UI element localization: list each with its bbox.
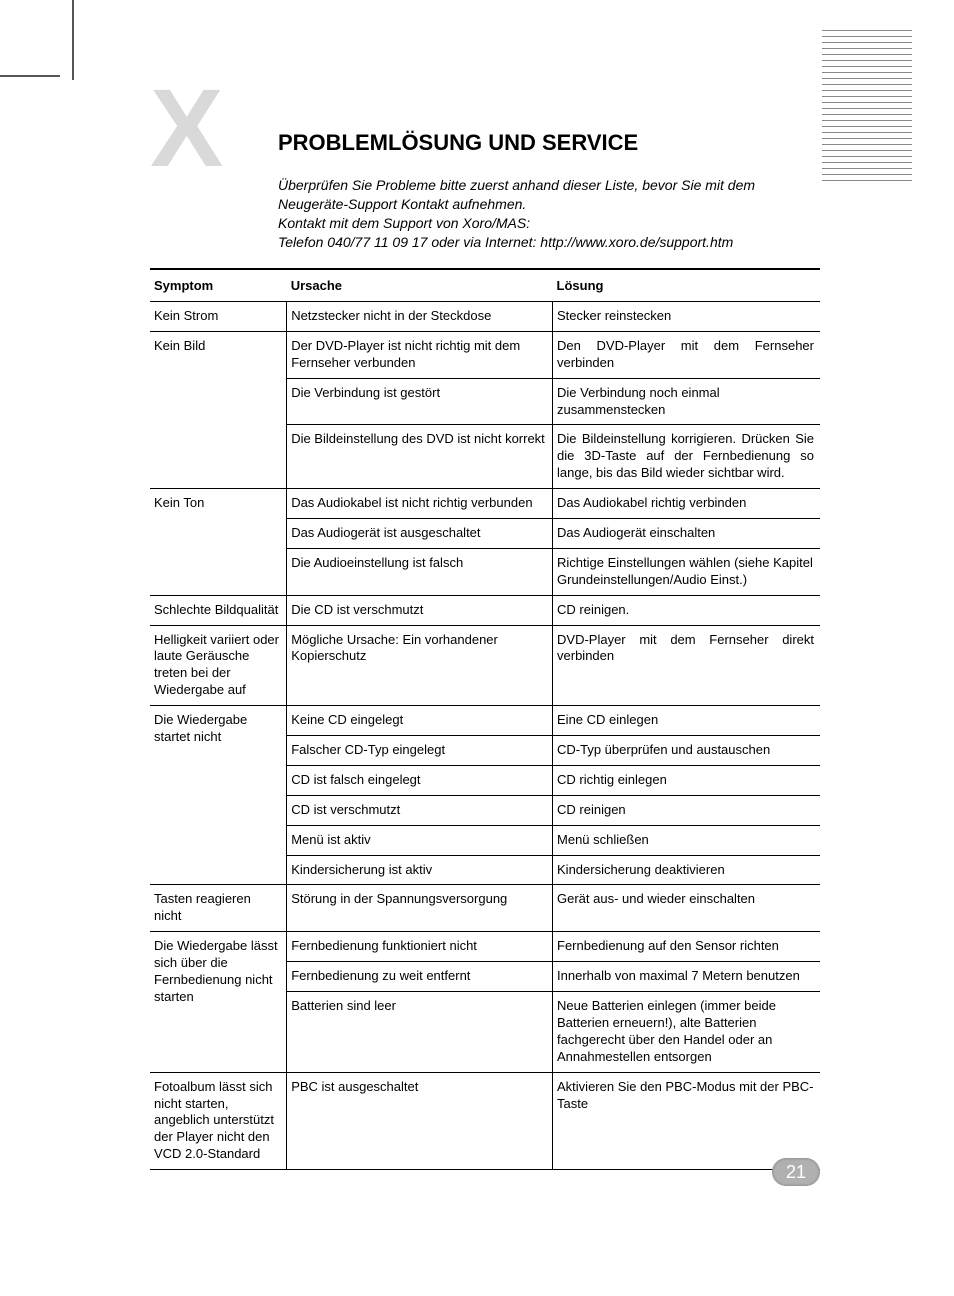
- cause-cell: PBC ist ausgeschaltet: [287, 1072, 553, 1169]
- table-body: Kein StromNetzstecker nicht in der Steck…: [150, 302, 820, 1170]
- page-number-badge: 21: [772, 1158, 820, 1186]
- cause-cell: Störung in der Spannungsversorgung: [287, 885, 553, 932]
- table-row: Helligkeit variiert oder laute Geräusche…: [150, 625, 820, 706]
- vertical-accent-line: [72, 0, 74, 80]
- cause-cell: Das Audiogerät ist ausgeschaltet: [287, 519, 553, 549]
- header-block: PROBLEMLÖSUNG UND SERVICE Überprüfen Sie…: [278, 130, 818, 252]
- solution-cell: Das Audiokabel richtig verbinden: [553, 489, 820, 519]
- intro-line: Neugeräte-Support Kontakt aufnehmen.: [278, 195, 818, 214]
- brand-x-logo: X: [150, 90, 217, 167]
- solution-cell: Die Verbindung noch einmal zusammensteck…: [553, 378, 820, 425]
- cause-cell: Die CD ist verschmutzt: [287, 595, 553, 625]
- solution-cell: DVD-Player mit dem Fernseher direkt verb…: [553, 625, 820, 706]
- solution-cell: Gerät aus- und wieder einschalten: [553, 885, 820, 932]
- symptom-cell: Kein Ton: [150, 489, 287, 596]
- symptom-cell: Helligkeit variiert oder laute Geräusche…: [150, 625, 287, 706]
- solution-cell: CD-Typ überprüfen und austauschen: [553, 736, 820, 766]
- table-row: Die Wiedergabe startet nichtKeine CD ein…: [150, 706, 820, 736]
- table-row: Schlechte BildqualitätDie CD ist verschm…: [150, 595, 820, 625]
- cause-cell: Falscher CD-Typ eingelegt: [287, 736, 553, 766]
- solution-cell: CD reinigen: [553, 795, 820, 825]
- solution-cell: Aktivieren Sie den PBC-Modus mit der PBC…: [553, 1072, 820, 1169]
- cause-cell: Der DVD-Player ist nicht richtig mit dem…: [287, 331, 553, 378]
- cause-cell: Die Bildeinstellung des DVD ist nicht ko…: [287, 425, 553, 489]
- document-page: X PROBLEMLÖSUNG UND SERVICE Überprüfen S…: [0, 0, 954, 1296]
- solution-cell: Menü schließen: [553, 825, 820, 855]
- cause-cell: Das Audiokabel ist nicht richtig verbund…: [287, 489, 553, 519]
- corner-lines-decoration: [822, 30, 912, 186]
- cause-cell: Die Verbindung ist gestört: [287, 378, 553, 425]
- solution-cell: Kindersicherung deaktivieren: [553, 855, 820, 885]
- solution-cell: Den DVD-Player mit dem Fernseher verbind…: [553, 331, 820, 378]
- symptom-cell: Die Wiedergabe startet nicht: [150, 706, 287, 885]
- troubleshooting-table-wrap: Symptom Ursache Lösung Kein StromNetzste…: [150, 268, 820, 1170]
- cause-cell: Mögliche Ursache: Ein vorhandener Kopier…: [287, 625, 553, 706]
- symptom-cell: Schlechte Bildqualität: [150, 595, 287, 625]
- cause-cell: Menü ist aktiv: [287, 825, 553, 855]
- symptom-cell: Die Wiedergabe lässt sich über die Fernb…: [150, 932, 287, 1072]
- symptom-cell: Kein Bild: [150, 331, 287, 488]
- cause-cell: Kindersicherung ist aktiv: [287, 855, 553, 885]
- cause-cell: Fernbedienung zu weit entfernt: [287, 962, 553, 992]
- cause-cell: CD ist verschmutzt: [287, 795, 553, 825]
- symptom-cell: Kein Strom: [150, 302, 287, 332]
- solution-cell: Das Audiogerät einschalten: [553, 519, 820, 549]
- table-row: Die Wiedergabe lässt sich über die Fernb…: [150, 932, 820, 962]
- cause-cell: Die Audioeinstellung ist falsch: [287, 548, 553, 595]
- col-header-solution: Lösung: [553, 269, 820, 302]
- table-row: Fotoalbum lässt sich nicht starten, ange…: [150, 1072, 820, 1169]
- col-header-cause: Ursache: [287, 269, 553, 302]
- intro-line: Überprüfen Sie Probleme bitte zuerst anh…: [278, 176, 818, 195]
- symptom-cell: Tasten reagieren nicht: [150, 885, 287, 932]
- solution-cell: Stecker reinstecken: [553, 302, 820, 332]
- cause-cell: CD ist falsch eingelegt: [287, 765, 553, 795]
- solution-cell: Eine CD einlegen: [553, 706, 820, 736]
- solution-cell: Fernbedienung auf den Sensor richten: [553, 932, 820, 962]
- table-header-row: Symptom Ursache Lösung: [150, 269, 820, 302]
- solution-cell: Innerhalb von maximal 7 Metern benutzen: [553, 962, 820, 992]
- solution-cell: Neue Batterien einlegen (immer beide Bat…: [553, 992, 820, 1073]
- intro-line: Telefon 040/77 11 09 17 oder via Interne…: [278, 233, 818, 252]
- cause-cell: Batterien sind leer: [287, 992, 553, 1073]
- cause-cell: Fernbedienung funktioniert nicht: [287, 932, 553, 962]
- troubleshooting-table: Symptom Ursache Lösung Kein StromNetzste…: [150, 268, 820, 1170]
- solution-cell: Richtige Einstellungen wählen (siehe Kap…: [553, 548, 820, 595]
- symptom-cell: Fotoalbum lässt sich nicht starten, ange…: [150, 1072, 287, 1169]
- intro-text: Überprüfen Sie Probleme bitte zuerst anh…: [278, 176, 818, 252]
- table-row: Kein TonDas Audiokabel ist nicht richtig…: [150, 489, 820, 519]
- solution-cell: CD reinigen.: [553, 595, 820, 625]
- col-header-symptom: Symptom: [150, 269, 287, 302]
- horizontal-accent-line: [0, 75, 60, 77]
- table-row: Kein BildDer DVD-Player ist nicht richti…: [150, 331, 820, 378]
- solution-cell: CD richtig einlegen: [553, 765, 820, 795]
- intro-line: Kontakt mit dem Support von Xoro/MAS:: [278, 214, 818, 233]
- table-row: Tasten reagieren nichtStörung in der Spa…: [150, 885, 820, 932]
- solution-cell: Die Bildeinstellung korrigieren. Drücken…: [553, 425, 820, 489]
- cause-cell: Netzstecker nicht in der Steckdose: [287, 302, 553, 332]
- table-row: Kein StromNetzstecker nicht in der Steck…: [150, 302, 820, 332]
- cause-cell: Keine CD eingelegt: [287, 706, 553, 736]
- page-title: PROBLEMLÖSUNG UND SERVICE: [278, 130, 818, 156]
